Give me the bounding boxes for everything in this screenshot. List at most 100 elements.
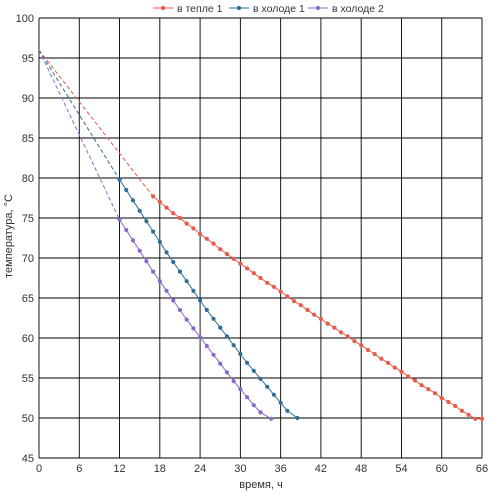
x-tick-label: 6 <box>76 463 82 475</box>
data-point <box>184 279 189 284</box>
y-tick-label: 100 <box>16 13 34 25</box>
data-point <box>399 369 404 374</box>
data-point <box>419 383 424 388</box>
data-point <box>191 288 196 293</box>
data-point <box>211 241 216 246</box>
data-point <box>379 356 384 361</box>
data-point <box>211 352 216 357</box>
data-point <box>117 177 122 182</box>
data-point <box>151 194 156 199</box>
data-point <box>117 217 122 222</box>
data-point <box>238 261 243 266</box>
data-point <box>171 259 176 265</box>
legend-marker <box>236 5 242 11</box>
data-point <box>258 275 263 281</box>
data-point <box>157 279 162 284</box>
series-2 <box>38 49 300 421</box>
legend-entry: в тепле 1 <box>177 3 223 15</box>
data-point <box>164 205 169 210</box>
data-point <box>144 259 149 264</box>
data-point <box>453 403 458 409</box>
data-point <box>258 376 263 381</box>
data-point <box>439 395 444 401</box>
data-point <box>318 316 324 321</box>
legend-entry: в холоде 2 <box>332 3 384 15</box>
data-point <box>251 403 256 408</box>
data-point <box>231 343 236 348</box>
legend-marker <box>160 5 166 11</box>
data-point <box>251 271 256 276</box>
data-point <box>144 219 149 224</box>
data-point <box>305 307 310 313</box>
data-point <box>197 298 203 303</box>
data-point <box>244 395 250 400</box>
data-point <box>325 321 330 326</box>
series-line-dashed <box>38 49 154 197</box>
data-point <box>218 361 223 366</box>
data-point <box>184 317 189 322</box>
series-1 <box>38 49 485 421</box>
data-point <box>446 399 451 405</box>
data-point <box>332 325 337 330</box>
legend-marker <box>315 5 321 11</box>
data-point <box>184 221 189 226</box>
data-point <box>459 408 464 413</box>
data-point <box>151 269 156 274</box>
data-point <box>231 379 236 384</box>
series-layer <box>38 49 485 421</box>
y-axis-label: температура, °С <box>3 194 15 278</box>
legend: в тепле 1 в холоде 1 в холоде 2 <box>153 3 384 15</box>
x-tick-label: 30 <box>234 463 246 475</box>
data-point <box>191 326 196 331</box>
data-point <box>124 187 129 193</box>
data-point <box>359 343 364 348</box>
x-tick-label: 48 <box>355 463 367 475</box>
legend-entry: в холоде 1 <box>253 3 305 15</box>
data-point <box>177 215 183 221</box>
data-point <box>157 239 162 245</box>
x-axis-label: время, ч <box>239 479 282 491</box>
y-tick-label: 45 <box>22 453 34 465</box>
data-point <box>295 415 300 421</box>
data-point <box>271 392 277 397</box>
data-point <box>365 347 370 353</box>
x-tick-label: 42 <box>315 463 327 475</box>
y-tick-label: 85 <box>22 133 34 145</box>
data-point <box>392 365 397 370</box>
y-tick-label: 90 <box>22 93 34 105</box>
y-tick-label: 80 <box>22 173 34 185</box>
x-tick-label: 36 <box>275 463 287 475</box>
data-point <box>130 238 136 243</box>
y-tick-label: 60 <box>22 333 34 345</box>
y-tick-label: 50 <box>22 413 34 425</box>
series-line <box>119 179 298 419</box>
data-point <box>412 378 417 383</box>
x-tick-label: 0 <box>36 463 42 475</box>
data-point <box>291 299 297 304</box>
data-point <box>244 266 250 271</box>
data-point <box>345 334 350 339</box>
x-tick-label: 66 <box>476 463 488 475</box>
y-tick-label: 75 <box>22 213 34 225</box>
data-point <box>426 387 431 392</box>
data-point <box>204 236 209 241</box>
data-point <box>278 289 283 294</box>
data-point <box>271 284 277 289</box>
data-point <box>385 360 391 365</box>
grid <box>38 17 483 459</box>
data-point <box>238 387 243 392</box>
data-point <box>432 391 438 396</box>
data-point <box>406 374 411 379</box>
data-point <box>265 384 270 389</box>
y-tick-label: 95 <box>22 53 34 65</box>
data-point <box>137 248 142 253</box>
data-point <box>372 351 377 357</box>
data-point <box>157 199 162 205</box>
data-point <box>312 312 317 317</box>
data-point <box>473 416 478 421</box>
data-point <box>177 307 183 313</box>
data-point <box>298 303 303 308</box>
data-point <box>171 298 176 303</box>
x-tick-label: 12 <box>113 463 125 475</box>
data-point <box>224 251 230 257</box>
